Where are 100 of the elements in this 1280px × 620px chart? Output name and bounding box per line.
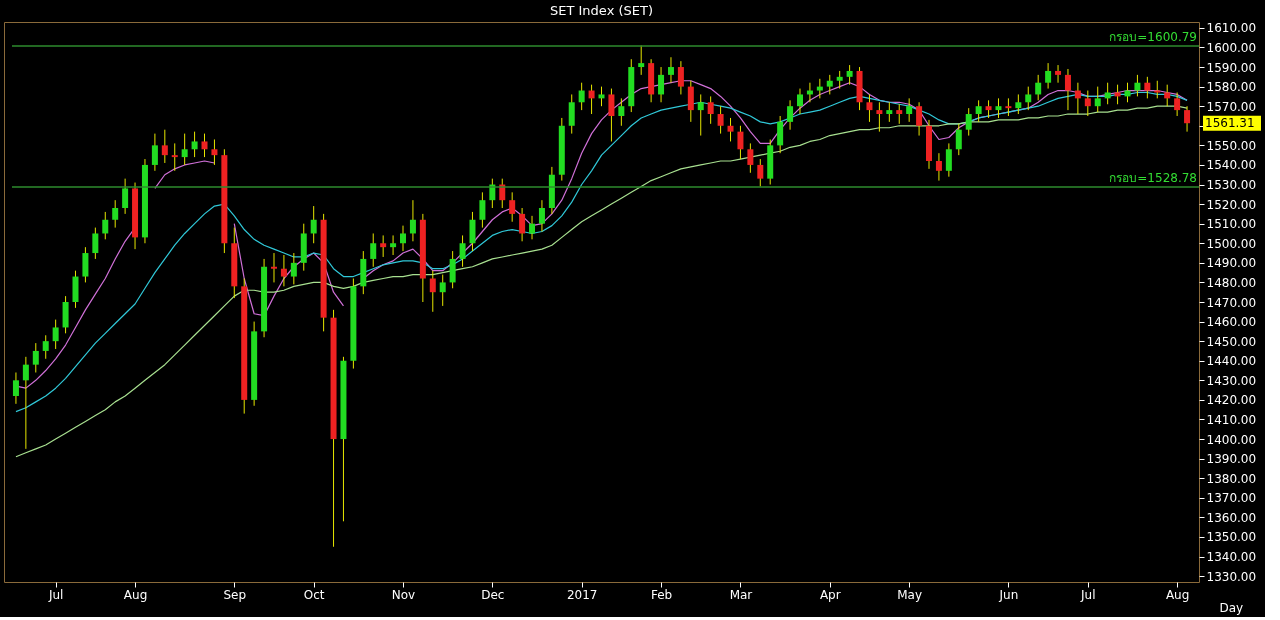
candlestick xyxy=(995,97,1002,119)
candlestick xyxy=(945,142,952,178)
x-tick-label: May xyxy=(897,587,923,602)
y-tick-label: 1410.00 xyxy=(1206,412,1257,427)
candlestick xyxy=(816,78,823,99)
candlestick xyxy=(965,107,972,137)
candlestick xyxy=(1035,74,1042,101)
candlestick xyxy=(32,342,39,373)
x-tick-label: Jul xyxy=(1080,587,1096,602)
y-tick-label: 1350.00 xyxy=(1206,530,1257,545)
candlestick xyxy=(1104,82,1111,105)
x-tick-label: Feb xyxy=(650,587,673,602)
candlestick xyxy=(1055,64,1062,84)
x-tick-label: Jul xyxy=(47,587,64,602)
y-tick-label: 1490.00 xyxy=(1206,256,1257,271)
candlestick xyxy=(608,88,615,142)
candlestick xyxy=(529,215,536,240)
candlestick xyxy=(1134,74,1141,97)
candlestick xyxy=(916,101,923,137)
candlestick xyxy=(449,250,456,289)
candlestick xyxy=(777,115,784,154)
y-tick-label: 1510.00 xyxy=(1206,217,1257,232)
candlestick xyxy=(270,252,277,283)
candlestick xyxy=(12,371,19,405)
candlestick xyxy=(112,199,119,229)
y-tick-label: 1610.00 xyxy=(1206,21,1257,36)
candlestick xyxy=(866,93,873,123)
text: 1561.31 xyxy=(1205,116,1255,131)
y-tick-label: 1360.00 xyxy=(1206,510,1257,525)
candlestick xyxy=(22,356,29,450)
candlestick xyxy=(290,252,297,285)
ref-line-label: กรอบ=1528.78 xyxy=(1109,170,1197,185)
candlestick xyxy=(697,93,704,137)
candlestick xyxy=(102,211,109,240)
candlestick xyxy=(906,97,913,123)
candlestick xyxy=(658,66,665,103)
candlestick xyxy=(598,86,605,107)
y-tick-label: 1500.00 xyxy=(1206,236,1257,251)
candlestick xyxy=(975,99,982,123)
candlestick xyxy=(935,152,942,182)
candlestick xyxy=(826,74,833,95)
y-tick-label: 1430.00 xyxy=(1206,373,1257,388)
candlestick xyxy=(578,82,585,111)
y-tick-label: 1460.00 xyxy=(1206,315,1257,330)
candlestick xyxy=(211,138,218,166)
candlestick xyxy=(886,101,893,123)
candlestick xyxy=(747,142,754,174)
candlestick xyxy=(509,191,516,223)
candlestick xyxy=(846,64,853,86)
candlestick xyxy=(151,133,158,172)
candlestick xyxy=(707,95,714,125)
candlestick xyxy=(370,232,377,268)
candlestick xyxy=(727,117,734,142)
y-tick-label: 1370.00 xyxy=(1206,491,1257,506)
candlestick xyxy=(280,254,287,287)
y-tick-label: 1530.00 xyxy=(1206,178,1257,193)
x-tick-label: Aug xyxy=(123,587,148,602)
candlestick xyxy=(1094,86,1101,113)
candlestick xyxy=(787,99,794,131)
y-tick-label: 1520.00 xyxy=(1206,197,1257,212)
candlestick xyxy=(1064,68,1071,111)
candlestick xyxy=(409,199,416,242)
candlestick xyxy=(677,60,684,95)
candlestick xyxy=(667,56,674,84)
candlestick xyxy=(171,142,178,172)
candlestick xyxy=(519,207,526,242)
candlestick xyxy=(638,45,645,76)
candlestick xyxy=(400,225,407,252)
y-tick-label: 1420.00 xyxy=(1206,393,1257,408)
candlestick xyxy=(737,125,744,160)
candlestick xyxy=(191,131,198,158)
candlestick xyxy=(310,205,317,244)
candlestick xyxy=(429,270,436,313)
y-tick-label: 1390.00 xyxy=(1206,452,1257,467)
x-tick-label: 2017 xyxy=(566,587,598,602)
candlestick xyxy=(1025,86,1032,111)
x-tick-label: Jun xyxy=(998,587,1019,602)
y-tick-label: 1330.00 xyxy=(1206,569,1257,584)
candlestick xyxy=(1114,84,1121,105)
y-tick-label: 1570.00 xyxy=(1206,99,1257,114)
candlestick xyxy=(181,133,188,166)
x-tick-label: Sep xyxy=(223,587,247,602)
candlestick xyxy=(618,97,625,127)
y-tick-label: 1540.00 xyxy=(1206,158,1257,173)
y-tick-label: 1580.00 xyxy=(1206,80,1257,95)
candlestick xyxy=(161,129,168,164)
x-tick-label: Oct xyxy=(303,587,325,602)
y-tick-label: 1590.00 xyxy=(1206,60,1257,75)
candlestick xyxy=(1164,84,1171,107)
candlestick xyxy=(1174,91,1181,117)
candlestick xyxy=(52,319,59,350)
y-tick-label: 1550.00 xyxy=(1206,138,1257,153)
y-tick-label: 1480.00 xyxy=(1206,275,1257,290)
candlestick xyxy=(479,191,486,229)
candlestick xyxy=(896,103,903,125)
candlestick xyxy=(717,105,724,135)
y-tick-label: 1600.00 xyxy=(1206,40,1257,55)
candlestick xyxy=(439,274,446,307)
candlestick xyxy=(1015,93,1022,115)
candlestick xyxy=(92,227,99,260)
